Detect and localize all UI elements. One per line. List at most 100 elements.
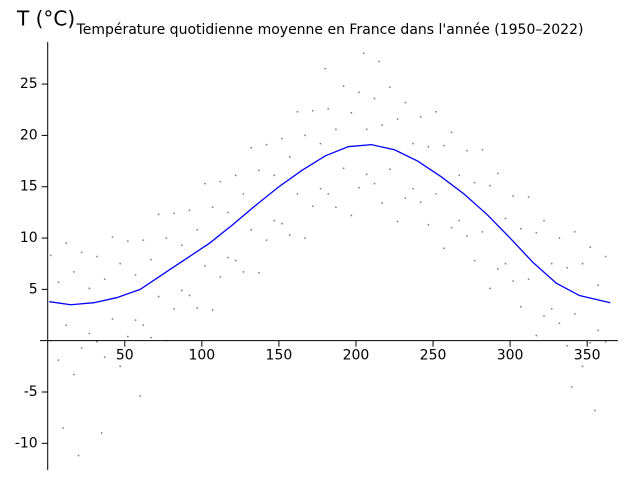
data-point (304, 134, 307, 137)
data-point (80, 346, 83, 349)
data-point (165, 237, 168, 239)
data-point (450, 131, 453, 134)
data-point (196, 306, 199, 309)
y-tick-label: 5 (29, 281, 38, 297)
data-point (581, 365, 584, 368)
data-point (111, 318, 114, 321)
data-point (234, 259, 237, 262)
data-point (435, 193, 438, 195)
data-point (96, 255, 98, 258)
data-point (126, 335, 129, 338)
data-point (103, 356, 106, 358)
data-point (327, 193, 330, 195)
x-tick-label: 150 (266, 348, 293, 364)
data-point (173, 212, 175, 215)
y-tick-label: 10 (20, 230, 38, 246)
data-point (49, 254, 52, 257)
data-point (281, 222, 283, 225)
data-point (365, 173, 368, 176)
data-point (573, 230, 576, 233)
data-point (211, 308, 214, 311)
data-point (335, 206, 337, 209)
data-point (150, 258, 152, 261)
data-point (265, 239, 268, 241)
data-point (134, 319, 137, 322)
x-tick-label: 250 (420, 348, 447, 364)
data-point (362, 52, 365, 55)
data-point (342, 167, 345, 170)
data-point (458, 174, 461, 177)
data-point (73, 271, 75, 273)
data-point (219, 180, 222, 183)
data-point (604, 255, 607, 258)
data-point (597, 329, 599, 332)
data-point (358, 186, 360, 189)
data-point (119, 365, 122, 368)
data-point (527, 278, 530, 280)
data-point (227, 256, 229, 259)
data-point (319, 142, 322, 145)
data-point (373, 182, 376, 185)
data-point (234, 174, 237, 177)
data-point (466, 149, 468, 152)
data-point (512, 280, 515, 283)
data-point (311, 109, 314, 112)
data-point (427, 223, 430, 226)
data-point (404, 101, 407, 104)
data-point (273, 219, 276, 222)
data-point (481, 230, 484, 233)
data-point (419, 116, 422, 118)
data-point (373, 97, 376, 100)
data-point (88, 287, 91, 290)
data-point (473, 181, 476, 184)
y-tick-label: 15 (20, 179, 38, 195)
x-tick-label: 300 (497, 348, 524, 364)
data-point (412, 142, 414, 145)
data-point (573, 313, 576, 315)
data-point (257, 169, 260, 172)
data-point (550, 262, 553, 265)
data-point (388, 86, 391, 89)
data-point (504, 262, 507, 265)
data-point (142, 239, 145, 241)
data-point (396, 220, 399, 223)
data-point (450, 226, 453, 229)
data-point (458, 219, 461, 222)
data-point (381, 124, 384, 127)
data-point (442, 144, 445, 147)
data-point (73, 373, 75, 376)
y-tick-label: 20 (20, 127, 38, 143)
data-point (358, 91, 360, 94)
data-point (324, 67, 327, 70)
x-tick-label: 350 (574, 348, 601, 364)
data-point (512, 195, 515, 197)
data-point (139, 395, 142, 398)
x-tick-label: 50 (116, 348, 134, 364)
data-point (142, 324, 145, 327)
data-point (126, 240, 129, 243)
data-point (319, 187, 322, 190)
data-point (88, 332, 91, 335)
data-point (535, 232, 538, 234)
data-point (77, 454, 80, 457)
data-point (396, 118, 399, 120)
data-point (103, 278, 106, 280)
data-point (473, 259, 476, 262)
data-point (365, 128, 368, 131)
data-point (62, 427, 65, 429)
data-point (527, 196, 530, 198)
data-point (442, 247, 445, 250)
data-point (581, 262, 584, 265)
data-point (558, 322, 561, 325)
data-point (589, 341, 592, 344)
data-point (65, 324, 68, 327)
data-point (466, 235, 468, 237)
data-point (570, 385, 573, 388)
data-point (489, 287, 491, 290)
data-point (543, 315, 545, 317)
data-point (111, 236, 114, 238)
data-point (219, 276, 222, 278)
data-point (227, 211, 229, 214)
y-tick-label: 25 (20, 76, 38, 92)
